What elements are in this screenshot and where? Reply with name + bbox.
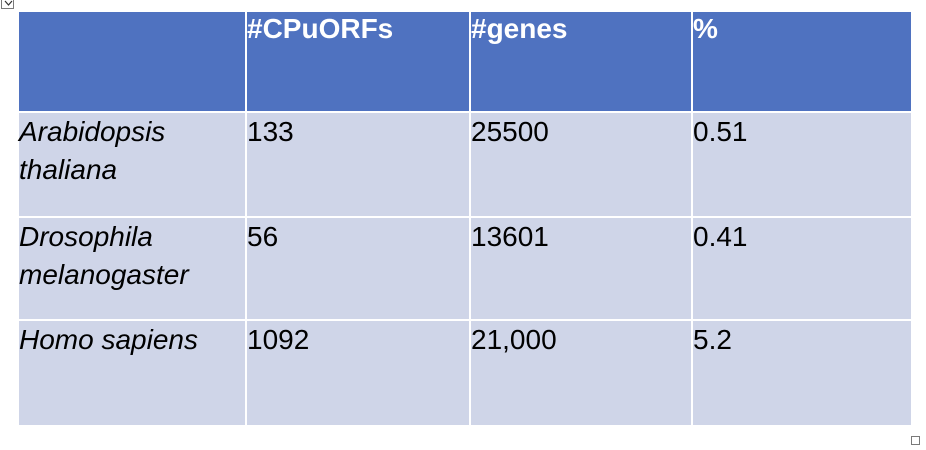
cell-genes[interactable]: 25500 — [469, 111, 693, 218]
cell-percent[interactable]: 0.51 — [691, 111, 913, 218]
cell-percent[interactable]: 0.41 — [691, 216, 913, 321]
cell-percent[interactable]: 5.2 — [691, 319, 913, 427]
header-cell-species[interactable] — [17, 10, 247, 113]
cell-species[interactable]: Arabidopsis thaliana — [17, 111, 247, 218]
data-table: #CPuORFs #genes % Arabidopsis thaliana 1… — [17, 10, 913, 427]
cell-cpuorfs[interactable]: 1092 — [245, 319, 471, 427]
table-row: Arabidopsis thaliana 133 25500 0.51 — [17, 111, 913, 218]
header-cell-percent[interactable]: % — [691, 10, 913, 113]
cell-cpuorfs[interactable]: 56 — [245, 216, 471, 321]
table-row: Drosophila melanogaster 56 13601 0.41 — [17, 216, 913, 321]
cell-genes[interactable]: 21,000 — [469, 319, 693, 427]
cell-cpuorfs[interactable]: 133 — [245, 111, 471, 218]
cell-genes[interactable]: 13601 — [469, 216, 693, 321]
cell-species[interactable]: Drosophila melanogaster — [17, 216, 247, 321]
header-cell-cpuorfs[interactable]: #CPuORFs — [245, 10, 471, 113]
header-cell-genes[interactable]: #genes — [469, 10, 693, 113]
table-row: Homo sapiens 1092 21,000 5.2 — [17, 319, 913, 427]
table-header-row: #CPuORFs #genes % — [17, 10, 913, 113]
move-handle-icon[interactable] — [1, 0, 14, 9]
chevron-down-icon — [4, 0, 13, 6]
resize-handle-icon[interactable] — [911, 436, 920, 445]
cell-species[interactable]: Homo sapiens — [17, 319, 247, 427]
